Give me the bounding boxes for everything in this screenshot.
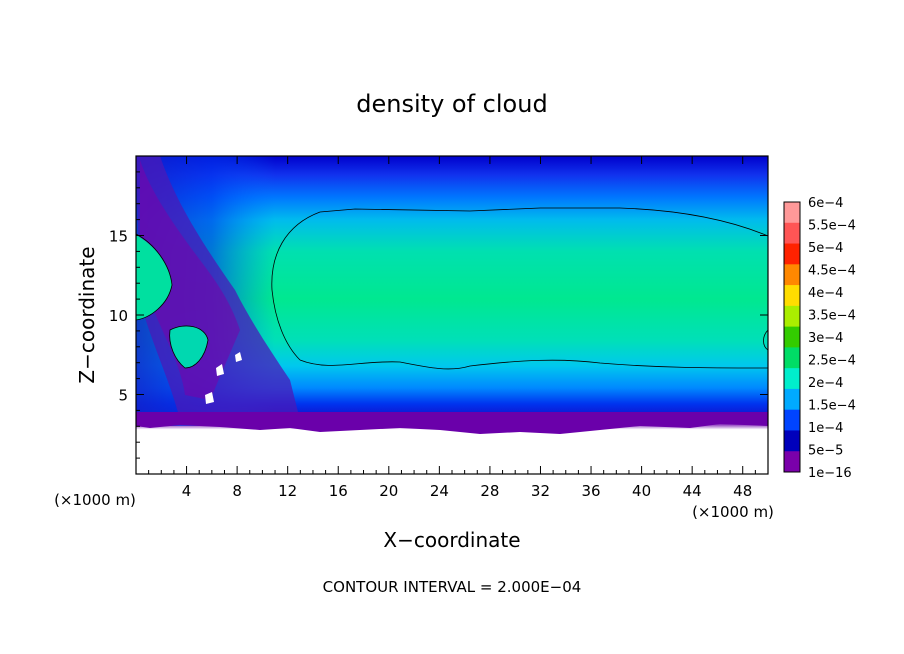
colorbar-label: 2.5e−4	[808, 354, 856, 369]
colorbar-swatch	[784, 305, 800, 328]
colorbar-swatch	[784, 388, 800, 411]
x-tick-label: 44	[683, 482, 702, 500]
colorbar-swatch	[784, 409, 800, 431]
y-axis-label: Z−coordinate	[75, 246, 99, 383]
x-tick-label: 48	[733, 482, 752, 500]
contour-interval-note: CONTOUR INTERVAL = 2.000E−04	[323, 578, 582, 596]
y-tick-label: 5	[118, 387, 128, 405]
colorbar-label: 3.5e−4	[808, 309, 856, 324]
x-tick-label: 8	[232, 482, 242, 500]
colorbar-swatch	[784, 368, 800, 390]
x-tick-label: 36	[581, 482, 600, 500]
x-axis: 4 8 12 16 20 24 28 32 36 40 44 48	[148, 156, 756, 500]
colorbar-swatch	[784, 430, 800, 452]
x-axis-label: X−coordinate	[383, 528, 520, 552]
colorbar-swatch	[784, 264, 800, 286]
colorbar-label: 1e−4	[808, 421, 843, 436]
x-tick-label: 16	[329, 482, 348, 500]
colorbar-swatch	[784, 243, 800, 265]
colorbar-label: 5e−5	[808, 444, 843, 459]
y-tick-label: 10	[109, 307, 128, 325]
x-tick-label: 20	[379, 482, 398, 500]
colorbar-label: 4.5e−4	[808, 264, 856, 279]
density-field	[136, 156, 768, 474]
y-tick-label: 15	[109, 228, 128, 246]
colorbar-label: 1e−16	[808, 466, 852, 481]
colorbar-label: 5.5e−4	[808, 219, 856, 234]
x-tick-label: 4	[182, 482, 192, 500]
colorbar-label: 4e−4	[808, 286, 843, 301]
colorbar-label: 6e−4	[808, 196, 843, 211]
colorbar-frame	[783, 201, 801, 473]
x-tick-label: 12	[278, 482, 297, 500]
colorbar-label: 3e−4	[808, 331, 843, 346]
chart-title: density of cloud	[356, 90, 547, 118]
colorbar-swatch	[784, 326, 800, 348]
colorbar-swatch	[784, 451, 800, 473]
x-tick-label: 24	[430, 482, 449, 500]
x-tick-label: 28	[480, 482, 499, 500]
colorbar-label: 2e−4	[808, 376, 843, 391]
y-axis: 5 10 15	[109, 171, 768, 459]
x-tick-label: 32	[531, 482, 550, 500]
x-unit-right: (×1000 m)	[692, 503, 774, 521]
x-tick-label: 40	[632, 482, 651, 500]
colorbar-label: 1.5e−4	[808, 399, 856, 414]
x-unit-left: (×1000 m)	[54, 491, 136, 509]
colorbar-swatch	[784, 347, 800, 369]
colorbar-swatch	[784, 222, 800, 245]
colorbar-swatch	[784, 285, 800, 307]
colorbar-label: 5e−4	[808, 241, 843, 256]
colorbar-swatch	[784, 202, 800, 224]
colorbar: 6e−4 5.5e−4 5e−4 4.5e−4 4e−4 3.5e−4 3e−4 2.5e−4…	[783, 196, 856, 481]
